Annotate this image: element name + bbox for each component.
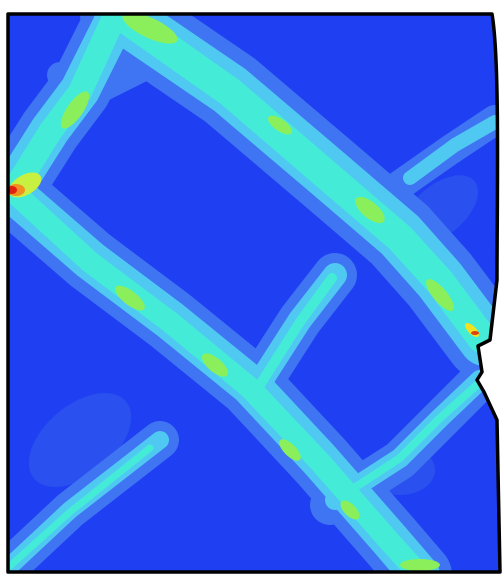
boundary-outline xyxy=(6,12,502,574)
peak-zones xyxy=(60,14,454,571)
